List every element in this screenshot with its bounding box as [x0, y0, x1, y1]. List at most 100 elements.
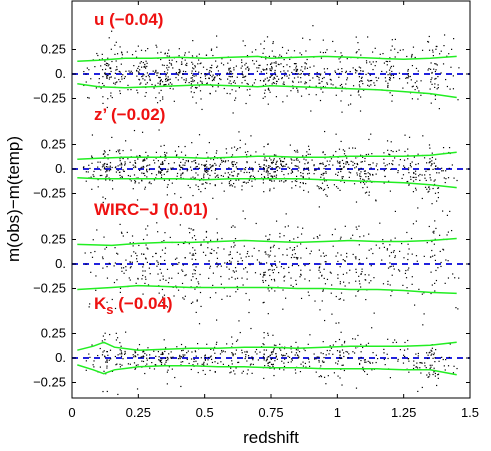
data-point — [368, 282, 370, 284]
data-point — [104, 355, 106, 357]
data-point — [281, 360, 283, 362]
data-point — [273, 348, 275, 350]
data-point — [293, 63, 296, 65]
data-point — [162, 296, 164, 298]
data-point — [368, 274, 370, 276]
data-point — [287, 70, 289, 72]
data-point — [269, 268, 271, 271]
data-point — [136, 70, 138, 72]
data-point — [116, 337, 119, 339]
data-point — [407, 77, 409, 79]
data-point — [178, 68, 180, 71]
data-point — [131, 235, 134, 237]
data-point — [138, 72, 140, 74]
data-point — [433, 352, 435, 354]
data-point — [224, 161, 226, 163]
y-tick-label: −0.25 — [33, 375, 66, 390]
data-point — [233, 146, 236, 148]
data-point — [271, 357, 273, 360]
data-point — [300, 81, 302, 83]
data-point — [339, 61, 341, 63]
data-point — [136, 89, 138, 91]
data-point — [279, 236, 281, 238]
data-point — [142, 293, 144, 295]
data-point — [305, 63, 308, 65]
data-point — [344, 340, 346, 343]
data-point — [120, 51, 123, 53]
data-point — [189, 186, 191, 189]
data-point — [390, 150, 392, 152]
data-point — [269, 366, 271, 368]
data-point — [275, 344, 277, 347]
data-point — [217, 70, 220, 72]
data-point — [368, 191, 370, 193]
data-point — [229, 295, 231, 297]
data-point — [383, 158, 385, 160]
data-point — [236, 251, 238, 253]
data-point — [142, 160, 144, 162]
data-point — [428, 67, 430, 70]
data-point — [249, 176, 251, 178]
data-point — [259, 351, 261, 353]
data-point — [383, 358, 385, 361]
data-point — [117, 204, 119, 207]
data-point — [245, 267, 247, 269]
data-point — [431, 203, 433, 205]
data-point — [267, 143, 269, 145]
data-point — [198, 188, 200, 191]
data-point — [356, 228, 358, 230]
data-point — [322, 174, 324, 176]
data-point — [332, 84, 334, 86]
data-point — [205, 163, 207, 166]
data-point — [125, 70, 127, 72]
data-point — [192, 364, 194, 366]
data-point — [415, 173, 417, 175]
data-point — [295, 349, 297, 351]
data-point — [370, 280, 372, 282]
data-point — [140, 167, 142, 169]
data-point — [312, 77, 314, 79]
data-point — [274, 255, 276, 257]
data-point — [274, 280, 276, 282]
data-point — [361, 80, 363, 82]
data-point — [265, 83, 267, 85]
data-point — [149, 273, 151, 275]
data-point — [286, 64, 288, 66]
data-point — [297, 264, 300, 267]
data-point — [369, 61, 371, 63]
data-point — [159, 167, 161, 169]
data-point — [285, 353, 288, 355]
data-point — [243, 245, 245, 247]
data-point — [411, 283, 413, 285]
data-point — [90, 251, 92, 254]
data-point — [324, 283, 327, 285]
data-point — [364, 157, 366, 160]
data-point — [407, 70, 409, 72]
data-point — [229, 253, 231, 256]
data-point — [105, 64, 108, 67]
data-point — [430, 165, 432, 167]
data-point — [108, 37, 110, 39]
data-point — [445, 78, 447, 81]
data-point — [283, 348, 286, 350]
data-point — [407, 148, 409, 150]
data-point — [305, 155, 307, 157]
data-point — [308, 85, 311, 87]
data-point — [103, 150, 106, 152]
data-point — [245, 354, 247, 356]
data-point — [219, 78, 221, 80]
data-point — [300, 69, 302, 71]
data-point — [98, 82, 100, 84]
data-point — [427, 376, 429, 378]
data-point — [251, 255, 253, 257]
data-point — [263, 344, 265, 346]
data-point — [276, 160, 278, 162]
data-point — [394, 56, 396, 58]
data-point — [294, 180, 296, 182]
data-point — [106, 163, 108, 165]
data-point — [373, 312, 375, 314]
data-point — [375, 61, 377, 63]
data-point — [340, 236, 342, 238]
data-point — [327, 187, 329, 189]
data-point — [268, 290, 270, 292]
